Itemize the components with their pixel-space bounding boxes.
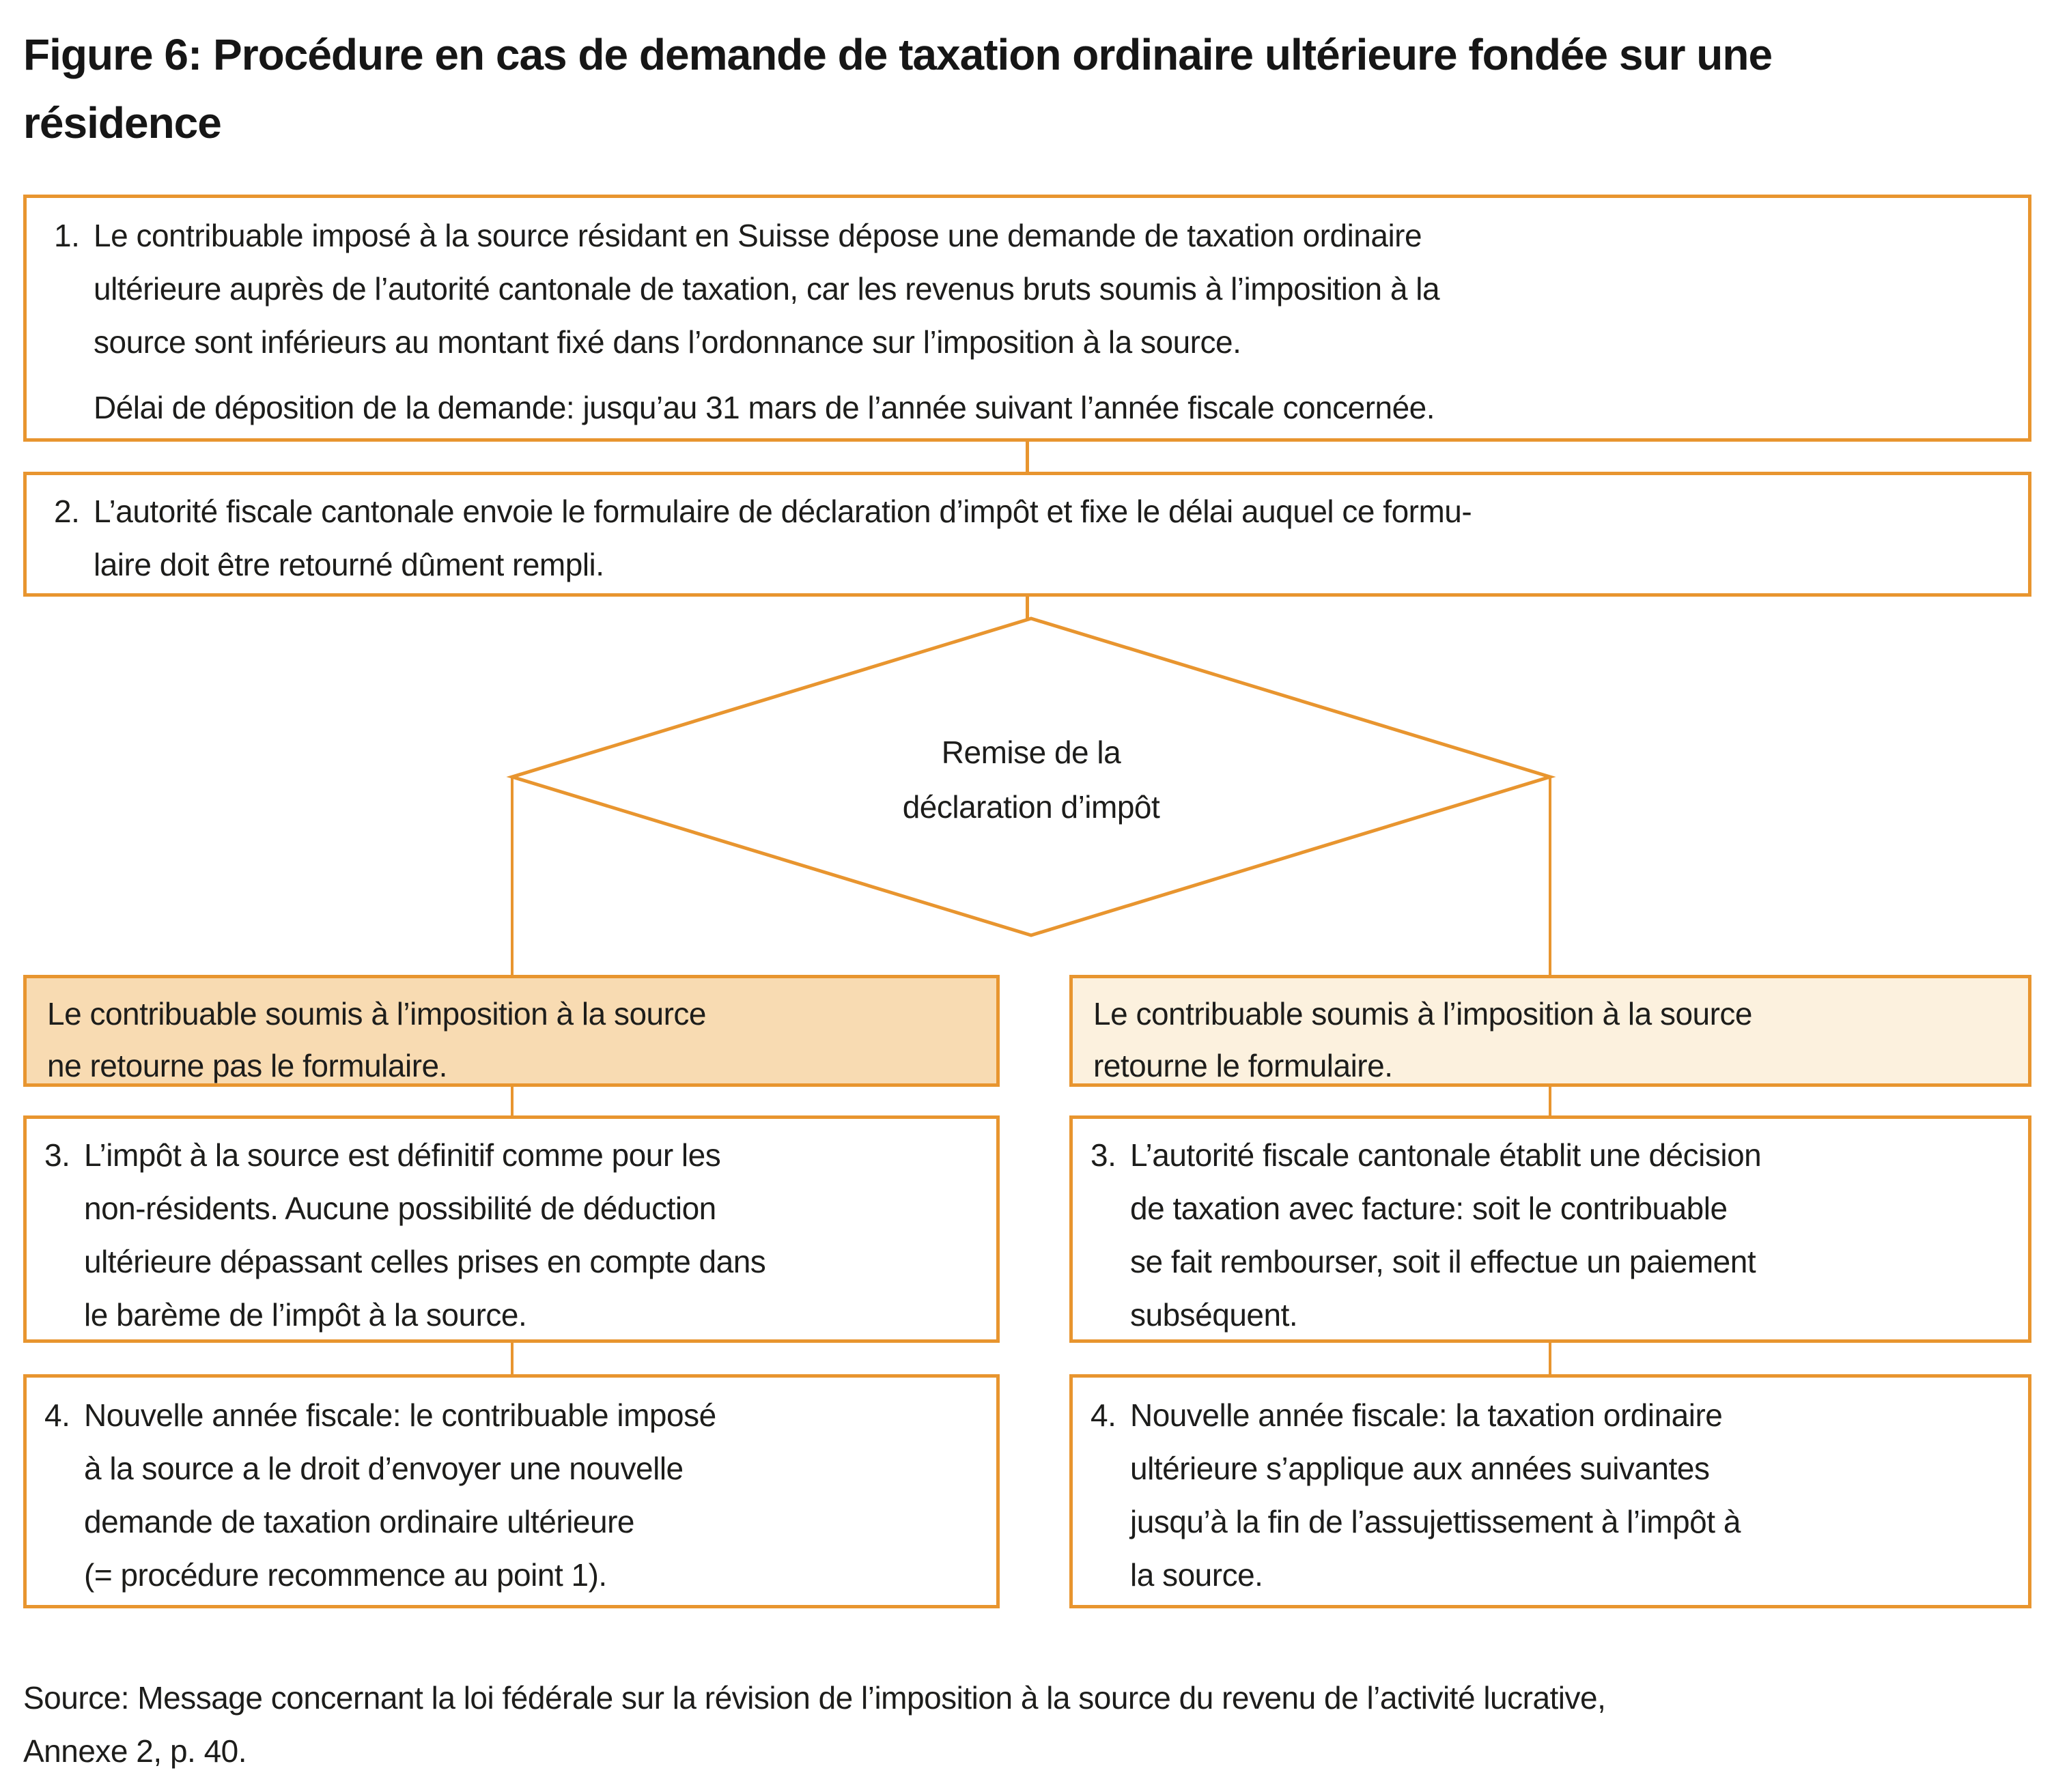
decision-label: Remise de la déclaration d’impôt	[902, 735, 1160, 825]
left-step4-box: 4. Nouvelle année fiscale: le contribuab…	[23, 1374, 1000, 1608]
connector-decision-left-branch	[511, 777, 514, 978]
step2-text: L’autorité fiscale cantonale envoie le f…	[94, 494, 1472, 582]
connector-decision-right-branch	[1549, 777, 1551, 978]
connector-step1-step2	[1026, 440, 1029, 472]
right-branch-header-box: Le contribuable soumis à l’imposition à …	[1069, 975, 2031, 1087]
connector-left-step3-step4	[511, 1342, 514, 1376]
step1-box: 1. Le contribuable imposé à la source ré…	[23, 195, 2031, 442]
step2-number: 2.	[54, 494, 80, 529]
left-step3-box: 3. L’impôt à la source est définitif com…	[23, 1115, 1000, 1343]
step1-text: Le contribuable imposé à la source résid…	[94, 218, 1440, 360]
right-step3-box: 3. L’autorité fiscale cantonale établit …	[1069, 1115, 2031, 1343]
left-branch-header-text: Le contribuable soumis à l’imposition à …	[47, 996, 707, 1083]
right-step4-number: 4.	[1091, 1397, 1116, 1433]
figure-title: Figure 6: Procédure en cas de demande de…	[23, 30, 1773, 147]
left-step3-text: L’impôt à la source est définitif comme …	[84, 1137, 766, 1333]
step2-box: 2. L’autorité fiscale cantonale envoie l…	[23, 472, 2031, 597]
connector-right-header-step3	[1549, 1085, 1551, 1115]
step1-number: 1.	[54, 218, 80, 253]
step1-deadline-text: Délai de déposition de la demande: jusqu…	[94, 390, 1435, 425]
source-note: Source: Message concernant la loi fédéra…	[23, 1680, 1606, 1769]
left-step4-text: Nouvelle année fiscale: le contribuable …	[84, 1397, 716, 1593]
left-branch-header-box: Le contribuable soumis à l’imposition à …	[23, 975, 1000, 1087]
connector-right-step3-step4	[1549, 1342, 1551, 1376]
right-step4-box: 4. Nouvelle année fiscale: la taxation o…	[1069, 1374, 2031, 1608]
right-step3-text: L’autorité fiscale cantonale établit une…	[1130, 1137, 1762, 1333]
connector-step2-decision	[1026, 595, 1029, 625]
right-step3-number: 3.	[1091, 1137, 1116, 1173]
left-step3-number: 3.	[44, 1137, 70, 1173]
left-step4-number: 4.	[44, 1397, 70, 1433]
right-step4-text: Nouvelle année fiscale: la taxation ordi…	[1130, 1397, 1741, 1593]
right-branch-header-text: Le contribuable soumis à l’imposition à …	[1093, 996, 1753, 1083]
connector-left-header-step3	[511, 1085, 514, 1115]
